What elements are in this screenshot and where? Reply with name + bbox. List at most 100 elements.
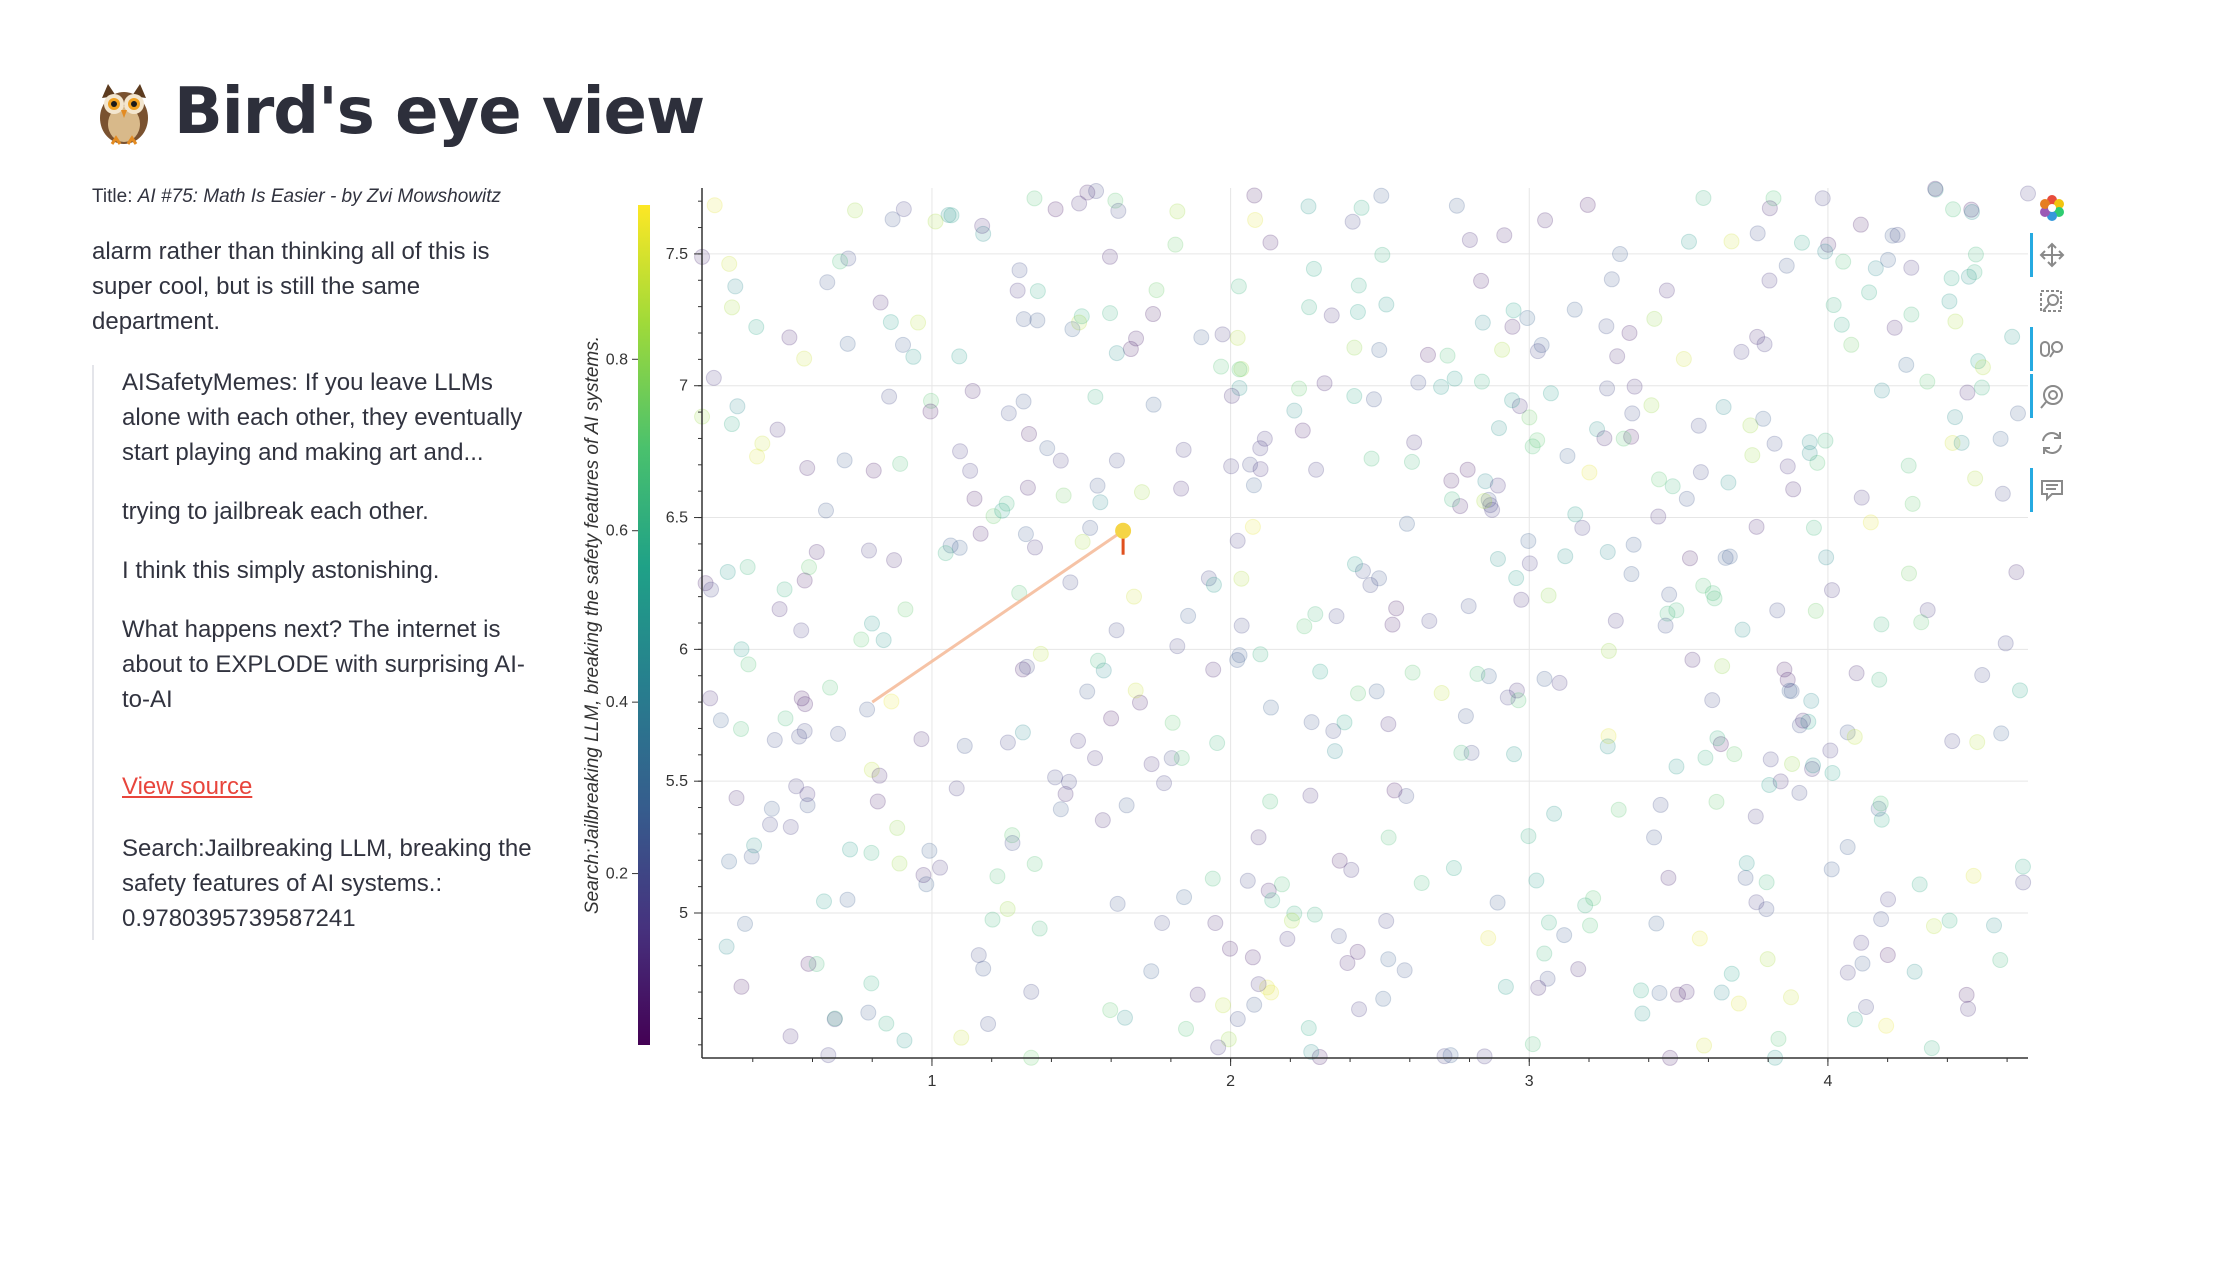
data-point (1559, 447, 1576, 464)
data-point (1173, 749, 1190, 766)
data-point (1262, 699, 1279, 716)
data-point (1291, 380, 1308, 397)
data-point (1109, 895, 1126, 912)
data-point (1406, 434, 1423, 451)
wheel-pan-icon (2040, 385, 2063, 409)
data-point (1872, 795, 1889, 812)
data-point (1469, 665, 1486, 682)
data-point (860, 1004, 877, 1021)
data-point (739, 559, 756, 576)
wheel-zoom-tool[interactable] (2030, 327, 2074, 371)
hover-tool[interactable] (2030, 468, 2074, 512)
data-point (1853, 934, 1870, 951)
data-point (1684, 651, 1701, 668)
data-point (830, 725, 847, 742)
data-point (1748, 894, 1765, 911)
data-point (788, 778, 805, 795)
data-point (1848, 665, 1865, 682)
data-point (1927, 181, 1944, 198)
data-point (1386, 782, 1403, 799)
data-point (712, 712, 729, 729)
data-point (719, 563, 736, 580)
data-point (1148, 282, 1165, 299)
data-point (799, 459, 816, 476)
data-point (815, 893, 832, 910)
data-point (974, 217, 991, 234)
data-point (799, 786, 816, 803)
data-point (1032, 645, 1049, 662)
reset-tool[interactable] (2030, 421, 2074, 465)
data-point (886, 552, 903, 569)
data-point (1986, 917, 2003, 934)
data-point (1599, 380, 1616, 397)
data-point (1960, 1000, 1977, 1017)
view-source-link[interactable]: View source (122, 773, 253, 800)
data-point (1695, 189, 1712, 206)
data-point (705, 369, 722, 386)
bokeh-logo-icon (2040, 195, 2064, 221)
data-point (1092, 494, 1109, 511)
data-point (1651, 984, 1668, 1001)
data-point (1805, 757, 1822, 774)
data-point (1717, 549, 1734, 566)
box-zoom-tool[interactable] (2030, 280, 2074, 324)
quote-paragraph: trying to jailbreak each other. (122, 498, 429, 525)
data-point (1215, 997, 1232, 1014)
data-point (2008, 564, 2025, 581)
data-point (836, 452, 853, 469)
data-point (1118, 797, 1135, 814)
data-point (718, 938, 735, 955)
bokeh-logo[interactable] (2030, 186, 2074, 230)
data-point (1443, 472, 1460, 489)
data-point (1839, 839, 1856, 856)
data-point (839, 891, 856, 908)
scatter-plot-svg[interactable]: 0.2 0.4 0.6 0.8 5 5.5 6 6.5 7 7.5 1 2 3 4 Search:Jai… (560, 180, 2080, 1090)
scatter-plot[interactable]: 0.2 0.4 0.6 0.8 5 5.5 6 6.5 7 7.5 1 2 3 4 Search:Jai… (560, 180, 2080, 1090)
pan-tool[interactable] (2030, 233, 2074, 277)
wheel-pan-tool[interactable] (2030, 374, 2074, 418)
data-point (1116, 1009, 1133, 1026)
data-point (723, 299, 740, 316)
data-point (1131, 694, 1148, 711)
data-point (1508, 570, 1525, 587)
data-point (1784, 755, 1801, 772)
owl-icon (100, 84, 148, 145)
data-point (910, 314, 927, 331)
hover-icon (2041, 480, 2063, 502)
data-point (1681, 550, 1698, 567)
article-panel: Title: AI #75: Math Is Easier - by Zvi M… (92, 186, 542, 964)
data-point (1494, 341, 1511, 358)
data-point (1207, 915, 1224, 932)
data-point (1923, 1040, 1940, 1057)
data-point (1484, 501, 1501, 518)
data-point (1706, 590, 1723, 607)
data-point (1643, 397, 1660, 414)
data-point (1326, 743, 1343, 760)
data-point (1193, 329, 1210, 346)
data-point (1530, 979, 1547, 996)
data-point (1303, 1043, 1320, 1060)
data-point (1064, 321, 1081, 338)
data-point (1473, 272, 1490, 289)
data-point (952, 443, 969, 460)
data-point (1375, 990, 1392, 1007)
data-point (1039, 440, 1056, 457)
data-point (1648, 915, 1665, 932)
data-point (1448, 197, 1465, 214)
data-point (1316, 375, 1333, 392)
data-point (1343, 861, 1360, 878)
data-point (1419, 346, 1436, 363)
article-title-line: Title: AI #75: Math Is Easier - by Zvi M… (92, 186, 542, 208)
colorbar: 0.2 0.4 0.6 0.8 (606, 205, 650, 1045)
data-point (1695, 577, 1712, 594)
data-point (1404, 664, 1421, 681)
data-point (723, 416, 740, 433)
data-point (1513, 591, 1530, 608)
data-point (1133, 484, 1150, 501)
data-point (1014, 661, 1031, 678)
data-point (1853, 489, 1870, 506)
data-point (1540, 914, 1557, 931)
data-point (1262, 793, 1279, 810)
data-point (1060, 773, 1077, 790)
data-point (1163, 750, 1180, 767)
